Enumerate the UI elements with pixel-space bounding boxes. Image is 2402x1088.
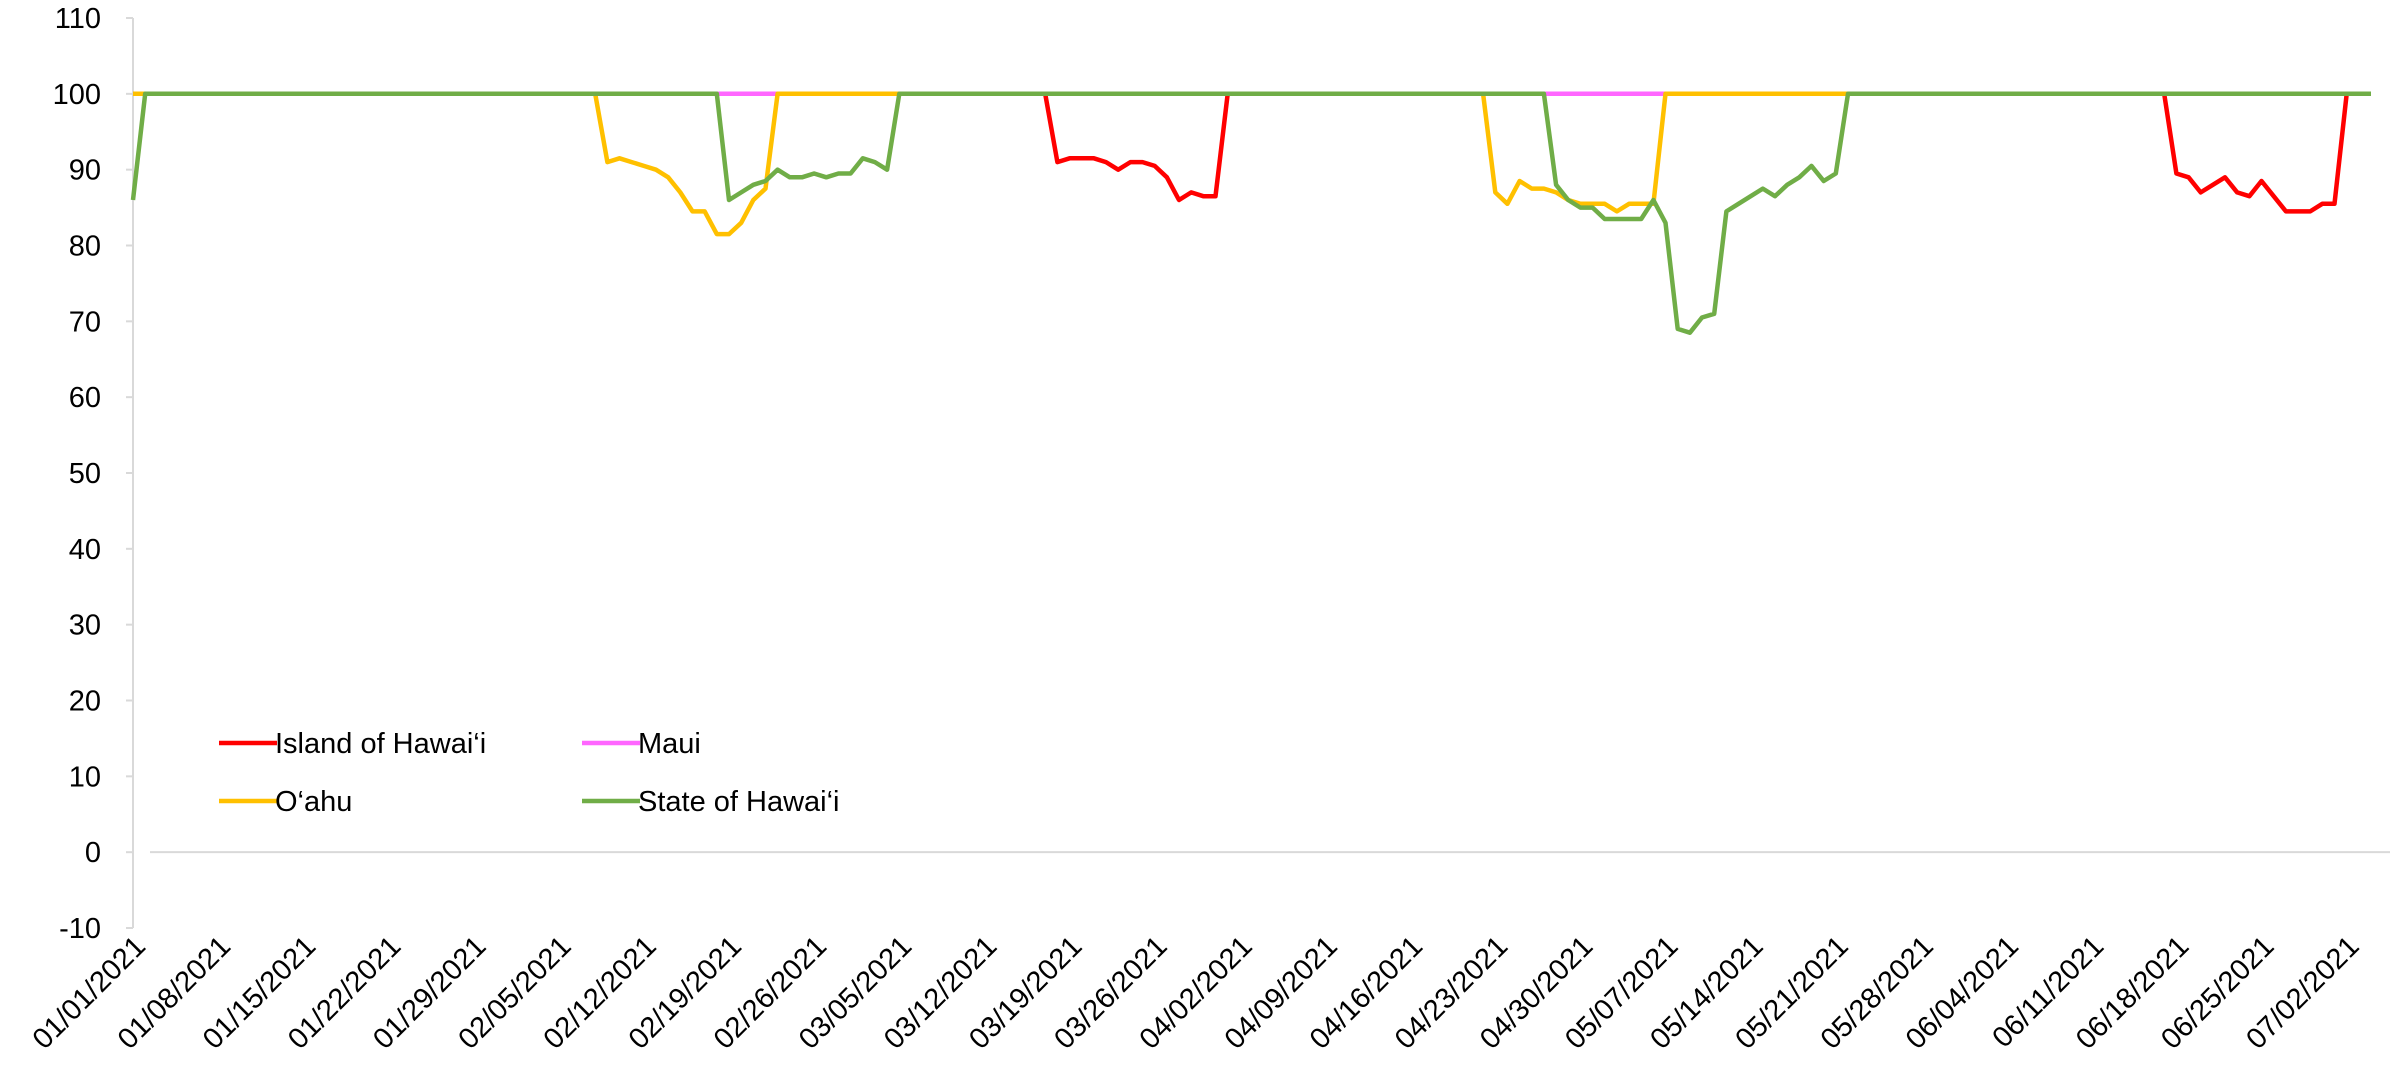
y-tick-label: 110 bbox=[55, 3, 101, 35]
series-line bbox=[130, 91, 2371, 335]
y-tick-label: 0 bbox=[85, 837, 101, 869]
y-tick-label: 70 bbox=[69, 306, 101, 338]
legend-label: O‘ahu bbox=[275, 786, 352, 818]
y-tick-label: 90 bbox=[69, 155, 101, 187]
y-tick-label: 20 bbox=[69, 686, 101, 718]
y-tick-label: 10 bbox=[69, 761, 101, 793]
y-tick-label: 60 bbox=[69, 382, 101, 414]
y-tick-label: 40 bbox=[69, 534, 101, 566]
legend-label: State of Hawai‘i bbox=[638, 786, 840, 818]
series-line bbox=[133, 91, 2371, 214]
plot-area bbox=[130, 91, 2371, 335]
series-line bbox=[133, 91, 2371, 237]
y-tick-label: 30 bbox=[69, 610, 101, 642]
legend-label: Maui bbox=[638, 728, 701, 760]
y-tick-label: 80 bbox=[69, 231, 101, 263]
y-tick-label: 100 bbox=[53, 79, 101, 111]
legend-label: Island of Hawai‘i bbox=[275, 728, 486, 760]
y-tick-label: -10 bbox=[59, 913, 101, 945]
y-tick-label: 50 bbox=[69, 458, 101, 490]
